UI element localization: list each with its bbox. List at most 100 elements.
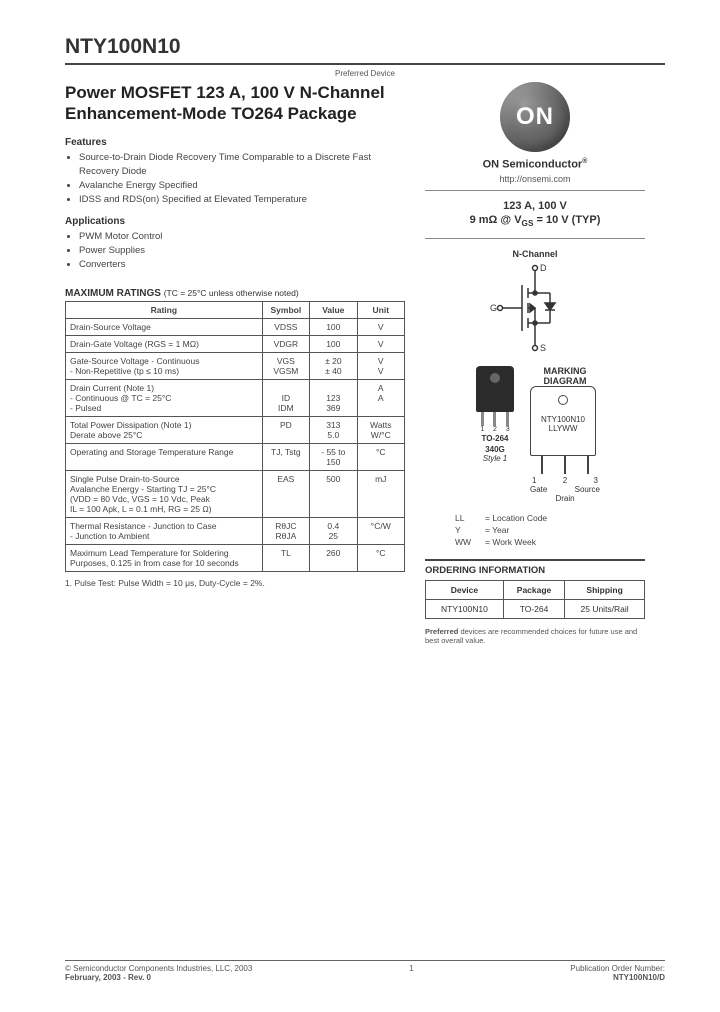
table-cell: 313 5.0	[310, 417, 357, 444]
mosfet-symbol-icon: D G S	[480, 263, 590, 353]
td-shipping: 25 Units/Rail	[565, 599, 645, 618]
divider	[65, 63, 665, 65]
table-cell: °C/W	[357, 518, 404, 545]
topmark2: LLYWW	[531, 424, 595, 433]
table-cell: V V	[357, 353, 404, 380]
brand-name: ON Semiconductor®	[425, 158, 645, 171]
table-cell: ± 20 ± 40	[310, 353, 357, 380]
table-cell: VGS VGSM	[262, 353, 309, 380]
pin-g-label: G	[490, 303, 497, 313]
table-cell: Gate-Source Voltage - Continuous - Non-R…	[66, 353, 263, 380]
table-row: Drain-Source VoltageVDSS100V	[66, 319, 405, 336]
table-row: Maximum Lead Temperature for Soldering P…	[66, 545, 405, 572]
table-cell: TL	[262, 545, 309, 572]
table-cell: Total Power Dissipation (Note 1) Derate …	[66, 417, 263, 444]
th-symbol: Symbol	[262, 302, 309, 319]
ratings-title: MAXIMUM RATINGS (TC = 25°C unless otherw…	[65, 288, 405, 299]
ratings-table: Rating Symbol Value Unit Drain-Source Vo…	[65, 301, 405, 572]
table-cell: V	[357, 336, 404, 353]
footer-copyright: © Semiconductor Components Industries, L…	[65, 964, 252, 973]
pkg-name: TO-264	[470, 435, 520, 444]
feature-item: Source-to-Drain Diode Recovery Time Comp…	[79, 151, 405, 180]
footer-pub-num: NTY100N10/D	[613, 973, 665, 982]
table-cell: mJ	[357, 471, 404, 518]
table-row: Total Power Dissipation (Note 1) Derate …	[66, 417, 405, 444]
legend-val: = Work Week	[485, 537, 536, 549]
application-item: Converters	[79, 258, 405, 272]
legend-val: = Location Code	[485, 513, 547, 525]
spec-line1: 123 A, 100 V	[425, 199, 645, 213]
page-footer: © Semiconductor Components Industries, L…	[65, 960, 665, 982]
ratings-footnote: 1. Pulse Test: Pulse Width = 10 μs, Duty…	[65, 578, 405, 589]
th-device: Device	[426, 580, 504, 599]
table-cell: Single Pulse Drain-to-Source Avalanche E…	[66, 471, 263, 518]
footer-pub-label: Publication Order Number:	[570, 964, 665, 973]
table-cell: 260	[310, 545, 357, 572]
package-illustration: 123 TO-264 340G Style 1	[470, 366, 520, 464]
table-row: Gate-Source Voltage - Continuous - Non-R…	[66, 353, 405, 380]
marking-box: MARKING DIAGRAM NTY100N10 LLYWW 1 2 3 Ga…	[530, 366, 600, 503]
table-cell: Operating and Storage Temperature Range	[66, 444, 263, 471]
table-cell: 100	[310, 319, 357, 336]
legend-key: LL	[455, 513, 485, 525]
brand-url: http://onsemi.com	[425, 174, 645, 184]
application-item: Power Supplies	[79, 244, 405, 258]
marking-heading: MARKING DIAGRAM	[530, 366, 600, 386]
pkg-style: Style 1	[470, 454, 520, 463]
ordering-table: Device Package Shipping NTY100N10 TO-264…	[425, 580, 645, 619]
spec-summary: 123 A, 100 V 9 mΩ @ VGS = 10 V (TYP)	[425, 193, 645, 236]
main-title: Power MOSFET 123 A, 100 V N-Channel Enha…	[65, 82, 405, 125]
table-row: Single Pulse Drain-to-Source Avalanche E…	[66, 471, 405, 518]
part-number: NTY100N10	[65, 35, 665, 59]
divider	[425, 190, 645, 191]
th-rating: Rating	[66, 302, 263, 319]
table-cell: 0.4 25	[310, 518, 357, 545]
footer-page: 1	[252, 964, 570, 973]
th-package: Package	[503, 580, 564, 599]
applications-heading: Applications	[65, 216, 405, 227]
table-cell: - 55 to 150	[310, 444, 357, 471]
table-cell: 123 369	[310, 380, 357, 417]
spec-line2: 9 mΩ @ VGS = 10 V (TYP)	[425, 213, 645, 230]
brand-text: ON Semiconductor	[483, 159, 583, 171]
table-cell: °C	[357, 444, 404, 471]
feature-item: Avalanche Energy Specified	[79, 179, 405, 193]
table-cell: TJ, Tstg	[262, 444, 309, 471]
marking-outline-icon: NTY100N10 LLYWW	[530, 386, 596, 456]
table-cell: Thermal Resistance - Junction to Case - …	[66, 518, 263, 545]
pkg-code: 340G	[470, 446, 520, 455]
table-cell: V	[357, 319, 404, 336]
table-cell: 500	[310, 471, 357, 518]
footer-date: February, 2003 - Rev. 0	[65, 973, 151, 982]
pin-s-label: S	[540, 343, 546, 353]
pin2-num: 2	[563, 476, 567, 485]
on-logo-icon: ON	[500, 82, 570, 152]
to264-body-icon	[476, 366, 514, 412]
table-cell: Drain Current (Note 1) - Continuous @ TC…	[66, 380, 263, 417]
ratings-condition: (TC = 25°C unless otherwise noted)	[164, 288, 299, 298]
table-cell: PD	[262, 417, 309, 444]
table-cell: 100	[310, 336, 357, 353]
pin1-num: 1	[532, 476, 536, 485]
applications-list: PWM Motor Control Power Supplies Convert…	[79, 230, 405, 273]
application-item: PWM Motor Control	[79, 230, 405, 244]
legend-key: WW	[455, 537, 485, 549]
pin1-name: Gate	[530, 485, 547, 494]
topmark1: NTY100N10	[531, 415, 595, 424]
features-heading: Features	[65, 137, 405, 148]
channel-label: N-Channel	[425, 249, 645, 259]
td-package: TO-264	[503, 599, 564, 618]
preferred-label: Preferred Device	[65, 69, 665, 78]
feature-item: IDSS and RDS(on) Specified at Elevated T…	[79, 193, 405, 207]
preferred-note: Preferred devices are recommended choice…	[425, 627, 645, 647]
logo-area: ON	[425, 82, 645, 152]
pin-d-label: D	[540, 263, 547, 273]
table-cell: EAS	[262, 471, 309, 518]
ratings-title-text: MAXIMUM RATINGS	[65, 288, 161, 299]
table-row: Thermal Resistance - Junction to Case - …	[66, 518, 405, 545]
ordering-heading: ORDERING INFORMATION	[425, 559, 645, 576]
schematic-symbol: N-Channel	[425, 249, 645, 356]
table-row: Operating and Storage Temperature RangeT…	[66, 444, 405, 471]
legend-key: Y	[455, 525, 485, 537]
th-unit: Unit	[357, 302, 404, 319]
